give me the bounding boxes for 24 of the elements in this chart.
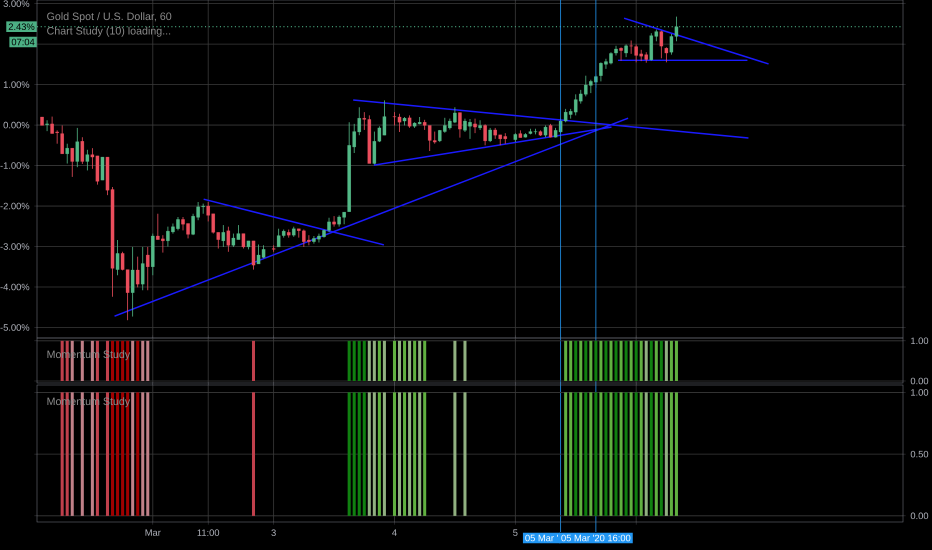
ref-line-label: 05 Mar ': [525, 534, 558, 542]
ref-line-label: 05 Mar '20 16:00: [561, 534, 630, 542]
y-tick-label: -2.00%: [0, 202, 30, 210]
y-tick-label: 0.50: [910, 450, 928, 458]
y-tick-label: -5.00%: [0, 324, 30, 331]
text: Chart Study (10) loading...: [47, 26, 170, 37]
x-tick-label: 5: [513, 529, 518, 536]
y-tick-label: -4.00%: [0, 284, 30, 290]
y-tick-label: 1.00: [911, 338, 928, 344]
text: Gold Spot / U.S. Dollar, 60: [47, 12, 172, 22]
y-tick-label: 0.00%: [4, 122, 30, 128]
y-tick-label: -3.00%: [0, 243, 30, 250]
y-tick-label: 0.00: [910, 512, 928, 520]
ref-line-label: 2.43%: [8, 23, 34, 30]
y-tick-label: 3.00%: [4, 0, 30, 7]
text: 07:04: [12, 38, 34, 46]
x-tick-label: Mar: [146, 529, 161, 536]
x-tick-label: 3: [271, 529, 276, 536]
y-tick-label: -1.00%: [0, 162, 30, 169]
y-tick-label: 0.00: [910, 378, 928, 384]
y-tick-label: 1.00%: [4, 81, 30, 88]
x-tick-label: 4: [392, 529, 397, 536]
x-tick-label: 11:00: [198, 529, 220, 536]
y-tick-label: 1.00: [911, 389, 928, 396]
